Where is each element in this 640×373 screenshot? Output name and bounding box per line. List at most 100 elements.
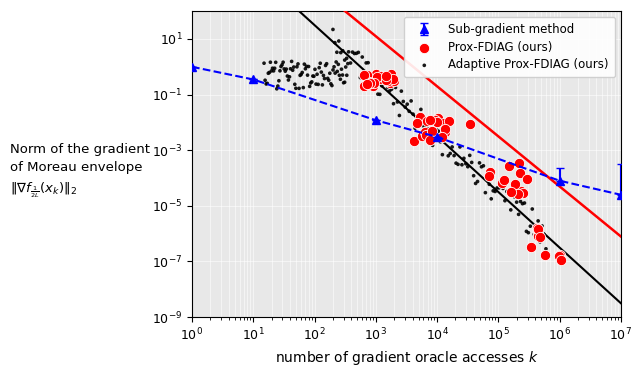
- Adaptive Prox-FDIAG (ours): [273, 83, 283, 89]
- Adaptive Prox-FDIAG (ours): [533, 218, 543, 224]
- Adaptive Prox-FDIAG (ours): [324, 70, 335, 76]
- Adaptive Prox-FDIAG (ours): [406, 98, 416, 104]
- Prox-FDIAG (ours): [532, 229, 543, 235]
- Prox-FDIAG (ours): [444, 117, 454, 123]
- Adaptive Prox-FDIAG (ours): [459, 155, 469, 161]
- Prox-FDIAG (ours): [526, 244, 536, 250]
- Prox-FDIAG (ours): [376, 73, 387, 79]
- Adaptive Prox-FDIAG (ours): [310, 66, 320, 72]
- Adaptive Prox-FDIAG (ours): [517, 201, 527, 207]
- Adaptive Prox-FDIAG (ours): [337, 72, 348, 78]
- Adaptive Prox-FDIAG (ours): [303, 63, 314, 69]
- Adaptive Prox-FDIAG (ours): [383, 84, 393, 90]
- Adaptive Prox-FDIAG (ours): [529, 231, 540, 237]
- Adaptive Prox-FDIAG (ours): [494, 185, 504, 191]
- Adaptive Prox-FDIAG (ours): [312, 71, 322, 77]
- Adaptive Prox-FDIAG (ours): [266, 59, 276, 65]
- Adaptive Prox-FDIAG (ours): [259, 60, 269, 66]
- Adaptive Prox-FDIAG (ours): [333, 38, 344, 44]
- Adaptive Prox-FDIAG (ours): [339, 80, 349, 86]
- Adaptive Prox-FDIAG (ours): [437, 152, 447, 158]
- Adaptive Prox-FDIAG (ours): [278, 59, 288, 65]
- Adaptive Prox-FDIAG (ours): [488, 188, 499, 194]
- Adaptive Prox-FDIAG (ours): [332, 68, 342, 74]
- Adaptive Prox-FDIAG (ours): [519, 200, 529, 206]
- Adaptive Prox-FDIAG (ours): [263, 70, 273, 76]
- Prox-FDIAG (ours): [516, 188, 526, 194]
- Adaptive Prox-FDIAG (ours): [321, 62, 331, 68]
- Adaptive Prox-FDIAG (ours): [439, 129, 449, 135]
- Adaptive Prox-FDIAG (ours): [308, 73, 319, 79]
- Adaptive Prox-FDIAG (ours): [470, 181, 481, 186]
- Adaptive Prox-FDIAG (ours): [307, 79, 317, 85]
- Adaptive Prox-FDIAG (ours): [324, 77, 334, 83]
- Prox-FDIAG (ours): [440, 129, 450, 135]
- Adaptive Prox-FDIAG (ours): [284, 74, 294, 80]
- Adaptive Prox-FDIAG (ours): [381, 77, 391, 83]
- Adaptive Prox-FDIAG (ours): [398, 98, 408, 104]
- Prox-FDIAG (ours): [417, 133, 427, 139]
- Prox-FDIAG (ours): [440, 126, 450, 132]
- Adaptive Prox-FDIAG (ours): [443, 153, 453, 159]
- Adaptive Prox-FDIAG (ours): [284, 77, 294, 83]
- Adaptive Prox-FDIAG (ours): [500, 198, 510, 204]
- Adaptive Prox-FDIAG (ours): [375, 91, 385, 97]
- Adaptive Prox-FDIAG (ours): [287, 59, 297, 65]
- Adaptive Prox-FDIAG (ours): [319, 76, 330, 82]
- Prox-FDIAG (ours): [376, 76, 386, 82]
- Adaptive Prox-FDIAG (ours): [394, 113, 404, 119]
- Adaptive Prox-FDIAG (ours): [472, 179, 483, 185]
- Prox-FDIAG (ours): [422, 117, 432, 123]
- Adaptive Prox-FDIAG (ours): [426, 129, 436, 135]
- Adaptive Prox-FDIAG (ours): [451, 160, 461, 166]
- Adaptive Prox-FDIAG (ours): [260, 77, 270, 83]
- Adaptive Prox-FDIAG (ours): [330, 70, 340, 76]
- Adaptive Prox-FDIAG (ours): [513, 211, 524, 217]
- Adaptive Prox-FDIAG (ours): [292, 64, 302, 70]
- Prox-FDIAG (ours): [428, 128, 438, 134]
- Adaptive Prox-FDIAG (ours): [457, 162, 467, 168]
- Adaptive Prox-FDIAG (ours): [422, 135, 432, 141]
- Prox-FDIAG (ours): [365, 80, 376, 86]
- Adaptive Prox-FDIAG (ours): [334, 72, 344, 78]
- Adaptive Prox-FDIAG (ours): [392, 99, 403, 105]
- Adaptive Prox-FDIAG (ours): [535, 239, 545, 245]
- Prox-FDIAG (ours): [388, 78, 399, 84]
- Adaptive Prox-FDIAG (ours): [363, 60, 373, 66]
- Adaptive Prox-FDIAG (ours): [482, 177, 492, 183]
- Adaptive Prox-FDIAG (ours): [318, 72, 328, 78]
- Adaptive Prox-FDIAG (ours): [468, 173, 479, 179]
- Adaptive Prox-FDIAG (ours): [539, 231, 549, 237]
- Adaptive Prox-FDIAG (ours): [331, 59, 341, 65]
- Adaptive Prox-FDIAG (ours): [351, 50, 362, 56]
- Adaptive Prox-FDIAG (ours): [300, 66, 310, 72]
- Prox-FDIAG (ours): [359, 72, 369, 78]
- Adaptive Prox-FDIAG (ours): [332, 49, 342, 55]
- Adaptive Prox-FDIAG (ours): [335, 76, 346, 82]
- Adaptive Prox-FDIAG (ours): [268, 65, 278, 71]
- Adaptive Prox-FDIAG (ours): [290, 81, 300, 87]
- Adaptive Prox-FDIAG (ours): [300, 61, 310, 67]
- Adaptive Prox-FDIAG (ours): [349, 50, 360, 56]
- Adaptive Prox-FDIAG (ours): [480, 190, 490, 196]
- Adaptive Prox-FDIAG (ours): [291, 85, 301, 91]
- Adaptive Prox-FDIAG (ours): [327, 82, 337, 88]
- Adaptive Prox-FDIAG (ours): [266, 68, 276, 74]
- Adaptive Prox-FDIAG (ours): [379, 80, 389, 86]
- Prox-FDIAG (ours): [388, 76, 399, 82]
- Prox-FDIAG (ours): [415, 114, 426, 120]
- Adaptive Prox-FDIAG (ours): [367, 83, 377, 89]
- Prox-FDIAG (ours): [372, 74, 382, 80]
- Prox-FDIAG (ours): [532, 233, 543, 239]
- Adaptive Prox-FDIAG (ours): [285, 66, 296, 72]
- Adaptive Prox-FDIAG (ours): [492, 185, 502, 191]
- Adaptive Prox-FDIAG (ours): [467, 159, 477, 165]
- Adaptive Prox-FDIAG (ours): [396, 88, 406, 94]
- Adaptive Prox-FDIAG (ours): [338, 48, 348, 54]
- Adaptive Prox-FDIAG (ours): [293, 61, 303, 67]
- Adaptive Prox-FDIAG (ours): [287, 67, 298, 73]
- Adaptive Prox-FDIAG (ours): [340, 79, 350, 85]
- Adaptive Prox-FDIAG (ours): [355, 75, 365, 81]
- Adaptive Prox-FDIAG (ours): [372, 91, 383, 97]
- Adaptive Prox-FDIAG (ours): [361, 60, 371, 66]
